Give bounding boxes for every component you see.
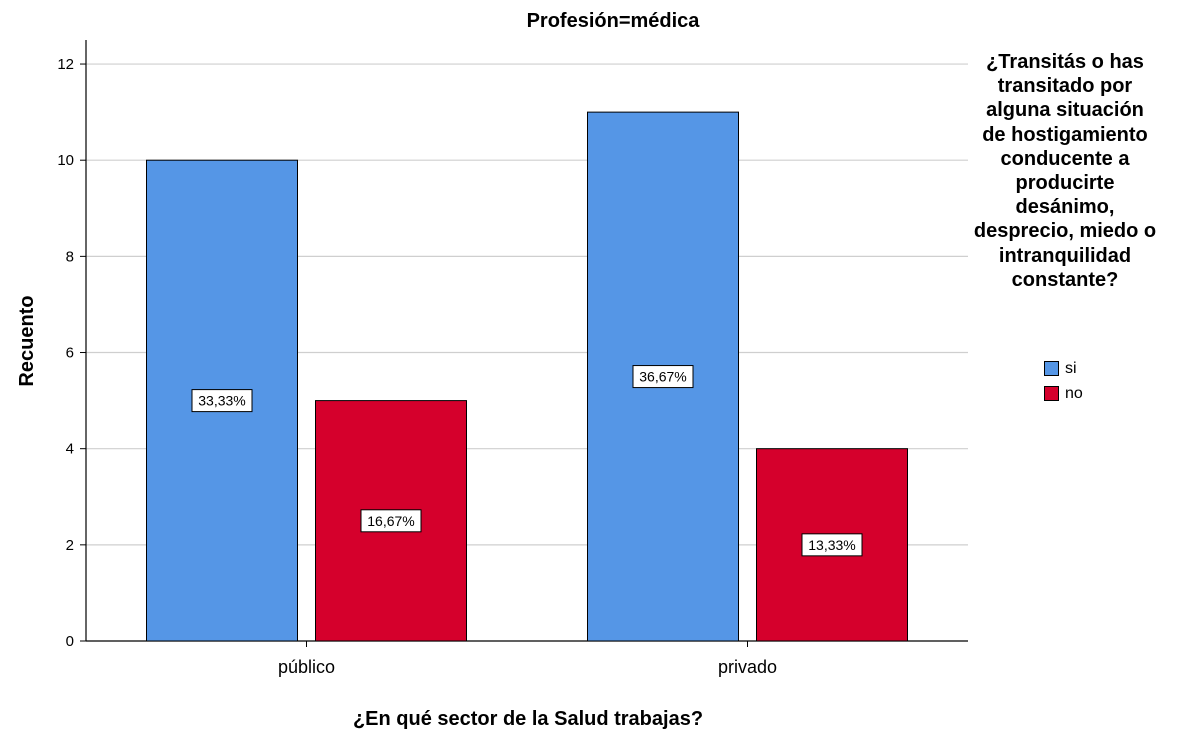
y-tick-label: 12 [57, 56, 74, 73]
legend-label: no [1065, 384, 1083, 402]
data-label-box [191, 389, 253, 413]
y-tick-label: 0 [66, 633, 74, 650]
y-tick-label: 6 [66, 345, 74, 362]
data-label-box [360, 509, 422, 533]
x-tick-label: privado [718, 657, 777, 677]
legend-title: ¿Transitás o has transitado por alguna s… [973, 51, 1157, 291]
data-label-box [632, 365, 694, 389]
legend-swatch [1044, 361, 1059, 376]
data-label: 33,33% [198, 393, 245, 409]
y-tick-label: 10 [57, 152, 74, 169]
y-tick-label: 2 [66, 537, 74, 554]
x-tick-label: público [278, 657, 335, 677]
legend-item-si: si [1044, 356, 1083, 381]
data-label-box [801, 533, 863, 557]
legend: si no [1044, 356, 1083, 406]
data-label: 13,33% [808, 537, 855, 553]
legend-label: si [1065, 359, 1077, 377]
y-tick-label: 8 [66, 248, 74, 265]
x-axis-label: ¿En qué sector de la Salud trabajas? [353, 708, 703, 730]
data-label: 16,67% [367, 513, 414, 529]
y-axis-label: Recuento [16, 295, 38, 386]
legend-swatch [1044, 386, 1059, 401]
y-tick-label: 4 [66, 441, 74, 458]
chart-title: Profesión=médica [527, 10, 701, 32]
data-label: 36,67% [639, 369, 686, 385]
legend-item-no: no [1044, 381, 1083, 406]
